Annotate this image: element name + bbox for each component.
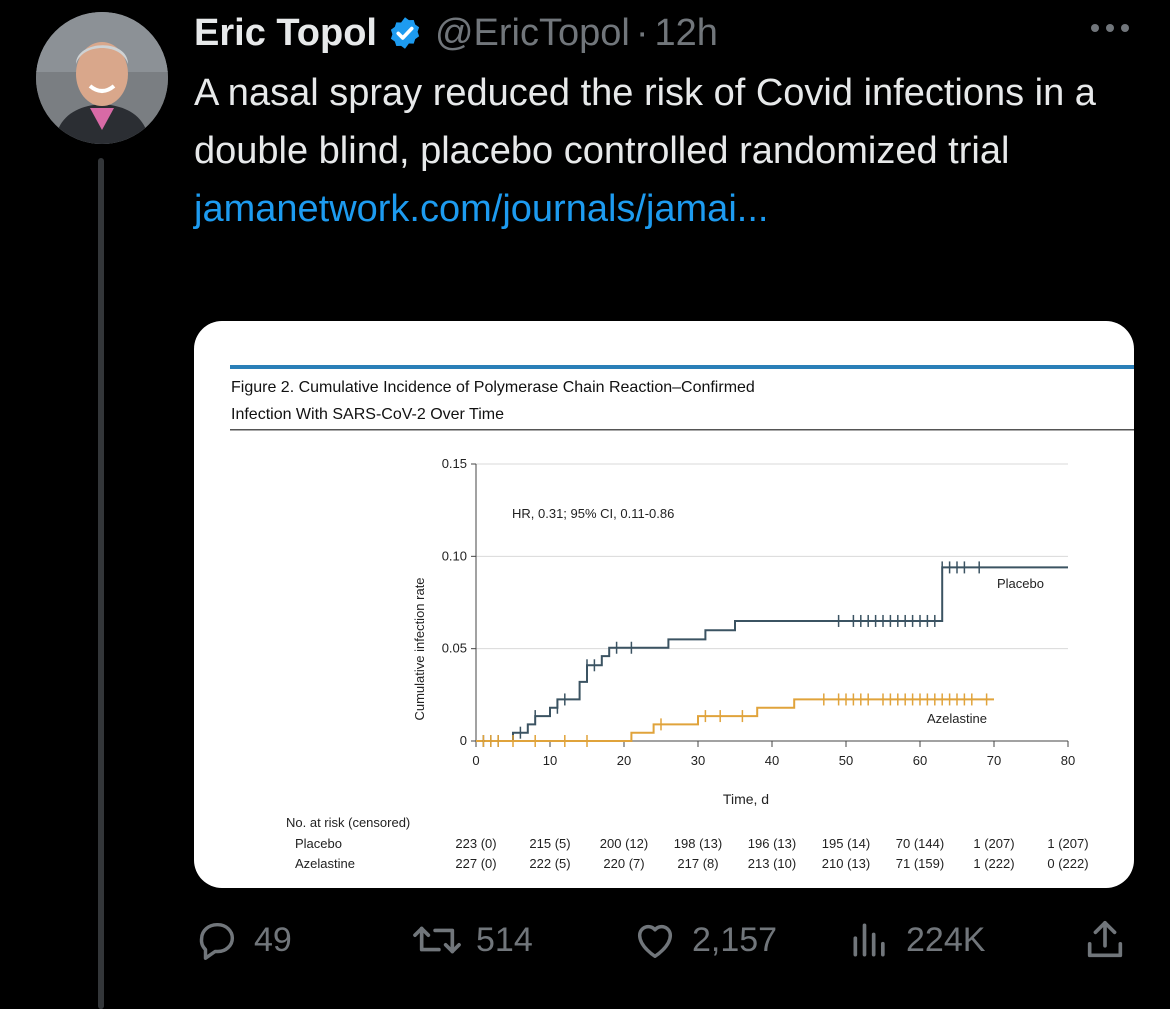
verified-badge-icon [387, 15, 423, 51]
risk-value-azelastine-6: 71 (159) [896, 856, 944, 871]
retweet-icon [413, 926, 461, 954]
series-label-placebo: Placebo [997, 576, 1044, 591]
risk-value-placebo-2: 200 (12) [600, 836, 648, 851]
thread-line [98, 158, 104, 1009]
more-icon[interactable] [1088, 20, 1132, 36]
series-line-placebo [476, 566, 1068, 742]
risk-row-label-azelastine: Azelastine [295, 856, 355, 871]
risk-value-azelastine-8: 0 (222) [1047, 856, 1088, 871]
risk-row-label-placebo: Placebo [295, 836, 342, 851]
avatar[interactable] [36, 12, 168, 144]
x-tick-label-4: 40 [765, 753, 779, 768]
share-button[interactable] [1082, 912, 1142, 968]
views-button[interactable]: 224K [848, 912, 985, 968]
author-name[interactable]: Eric Topol [194, 11, 377, 54]
like-count: 2,157 [692, 920, 778, 959]
tweet-header: Eric Topol @EricTopol · 12h [194, 10, 718, 56]
risk-value-azelastine-3: 217 (8) [677, 856, 718, 871]
x-tick-label-3: 30 [691, 753, 705, 768]
x-tick-label-8: 80 [1061, 753, 1075, 768]
author-handle[interactable]: @EricTopol [434, 11, 630, 54]
x-tick-label-7: 70 [987, 753, 1001, 768]
tweet-link[interactable]: jamanetwork.com/journals/jamai... [194, 188, 769, 230]
km-chart: Figure 2. Cumulative Incidence of Polyme… [230, 365, 1134, 871]
x-tick-label-6: 60 [913, 753, 927, 768]
x-tick-label-2: 20 [617, 753, 631, 768]
risk-value-placebo-4: 196 (13) [748, 836, 796, 851]
risk-value-placebo-1: 215 (5) [529, 836, 570, 851]
risk-value-placebo-3: 198 (13) [674, 836, 722, 851]
separator-dot: · [635, 11, 649, 54]
retweet-button[interactable]: 514 [412, 912, 533, 968]
risk-value-placebo-8: 1 (207) [1047, 836, 1088, 851]
y-axis-label: Cumulative infection rate [412, 577, 427, 720]
risk-value-azelastine-4: 213 (10) [748, 856, 796, 871]
risk-value-azelastine-2: 220 (7) [603, 856, 644, 871]
views-icon [853, 923, 885, 957]
risk-value-azelastine-5: 210 (13) [822, 856, 870, 871]
y-tick-label-2: 0.10 [442, 548, 467, 563]
like-icon [637, 924, 673, 959]
tweet-text: A nasal spray reduced the risk of Covid … [194, 72, 1096, 172]
chart-annotation: HR, 0.31; 95% CI, 0.11-0.86 [512, 506, 674, 521]
reply-count: 49 [254, 920, 292, 959]
chart-title-line-2: Infection With SARS-CoV-2 Over Time [231, 406, 504, 423]
y-tick-label-1: 0.05 [442, 641, 467, 656]
y-tick-label-3: 0.15 [442, 456, 467, 471]
retweet-count: 514 [476, 920, 533, 959]
risk-value-placebo-6: 70 (144) [896, 836, 944, 851]
reply-icon [199, 922, 234, 960]
x-axis-label: Time, d [723, 791, 769, 807]
x-tick-label-1: 10 [543, 753, 557, 768]
share-icon [1087, 920, 1123, 958]
risk-value-azelastine-7: 1 (222) [973, 856, 1014, 871]
figure-title-rule [230, 429, 1134, 431]
y-tick-label-0: 0 [460, 733, 467, 748]
risk-value-placebo-0: 223 (0) [455, 836, 496, 851]
tweet-time[interactable]: 12h [654, 11, 718, 54]
views-count: 224K [906, 920, 986, 959]
risk-table-title: No. at risk (censored) [286, 815, 410, 830]
like-button[interactable]: 2,157 [632, 912, 777, 968]
tweet-body: A nasal spray reduced the risk of Covid … [194, 64, 1144, 238]
risk-value-azelastine-1: 222 (5) [529, 856, 570, 871]
x-tick-label-5: 50 [839, 753, 853, 768]
series-label-azelastine: Azelastine [927, 711, 987, 726]
figure-top-rule [230, 365, 1134, 369]
risk-value-placebo-5: 195 (14) [822, 836, 870, 851]
series-line-azelastine [476, 698, 994, 742]
risk-value-azelastine-0: 227 (0) [455, 856, 496, 871]
x-tick-label-0: 0 [472, 753, 479, 768]
risk-value-placebo-7: 1 (207) [973, 836, 1014, 851]
reply-button[interactable]: 49 [194, 912, 292, 968]
media-card[interactable]: Figure 2. Cumulative Incidence of Polyme… [194, 321, 1134, 888]
chart-title-line-1: Figure 2. Cumulative Incidence of Polyme… [231, 379, 755, 396]
action-bar: 49 514 2,157 224K [194, 912, 1140, 968]
